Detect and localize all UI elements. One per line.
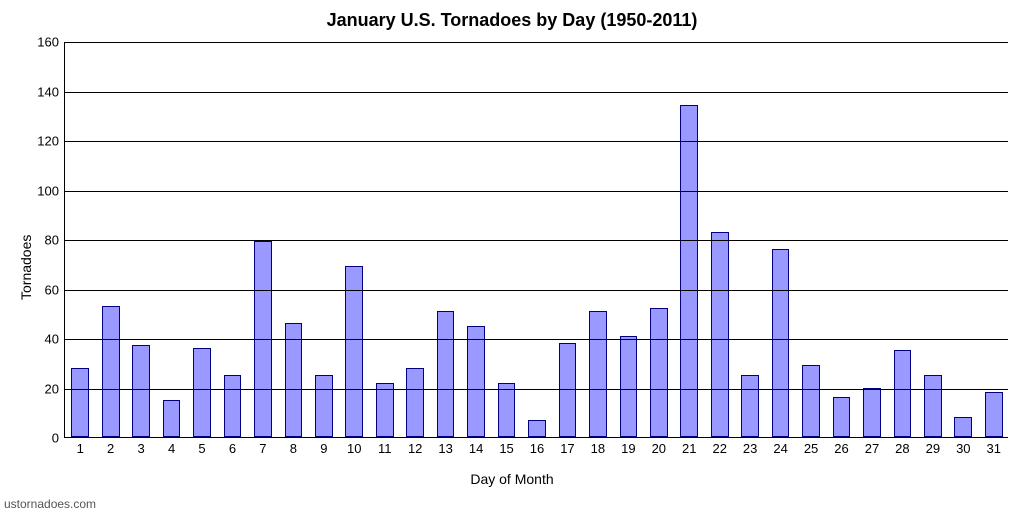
bar [863,388,881,438]
y-tick-label: 20 [45,381,59,396]
x-tick-label: 21 [682,441,696,456]
bar [620,336,638,437]
bar [894,350,912,437]
y-tick-label: 120 [37,134,59,149]
x-tick-label: 16 [530,441,544,456]
bar [406,368,424,437]
x-tick-label: 30 [956,441,970,456]
x-tick-label: 13 [438,441,452,456]
x-tick-label: 15 [499,441,513,456]
x-tick-label: 3 [138,441,145,456]
gridline [65,141,1008,142]
bar [924,375,942,437]
chart-title: January U.S. Tornadoes by Day (1950-2011… [0,10,1024,31]
bar [102,306,120,437]
y-tick-label: 100 [37,183,59,198]
x-tick-label: 5 [198,441,205,456]
chart-container: January U.S. Tornadoes by Day (1950-2011… [0,0,1024,515]
bar [193,348,211,437]
x-tick-label: 4 [168,441,175,456]
x-tick-label: 1 [77,441,84,456]
bar [285,323,303,437]
gridline [65,290,1008,291]
bar [985,392,1003,437]
bar [528,420,546,437]
x-tick-label: 10 [347,441,361,456]
bar [71,368,89,437]
x-tick-label: 24 [773,441,787,456]
x-tick-label: 20 [652,441,666,456]
x-tick-label: 14 [469,441,483,456]
bar [437,311,455,437]
x-tick-label: 9 [320,441,327,456]
gridline [65,42,1008,43]
bar [163,400,181,437]
x-tick-label: 17 [560,441,574,456]
bar [954,417,972,437]
source-text: ustornadoes.com [4,497,96,511]
bar [345,266,363,437]
gridline [65,191,1008,192]
bar [467,326,485,437]
bar [802,365,820,437]
bar [498,383,516,437]
bar [315,375,333,437]
bar [711,232,729,437]
y-tick-label: 40 [45,332,59,347]
x-axis-title: Day of Month [0,471,1024,487]
x-tick-label: 12 [408,441,422,456]
x-tick-label: 2 [107,441,114,456]
x-tick-label: 22 [712,441,726,456]
gridline [65,389,1008,390]
x-tick-label: 11 [378,441,392,456]
bar [833,397,851,437]
bar [132,345,150,437]
x-tick-label: 19 [621,441,635,456]
gridline [65,240,1008,241]
x-tick-label: 18 [591,441,605,456]
x-tick-label: 26 [834,441,848,456]
x-tick-label: 27 [865,441,879,456]
bar [741,375,759,437]
y-tick-label: 80 [45,233,59,248]
gridline [65,339,1008,340]
bar [680,105,698,437]
y-axis-title: Tornadoes [18,235,34,300]
bar [224,375,242,437]
gridline [65,92,1008,93]
x-tick-label: 7 [259,441,266,456]
x-tick-label: 28 [895,441,909,456]
bar [559,343,577,437]
x-tick-label: 31 [987,441,1001,456]
bar [772,249,790,437]
x-tick-label: 23 [743,441,757,456]
x-tick-label: 6 [229,441,236,456]
bar [589,311,607,437]
x-tick-label: 29 [926,441,940,456]
y-tick-label: 160 [37,35,59,50]
plot-area: 0204060801001201401601234567891011121314… [64,42,1008,438]
x-tick-label: 25 [804,441,818,456]
y-tick-label: 140 [37,84,59,99]
bar [650,308,668,437]
y-tick-label: 60 [45,282,59,297]
bar [376,383,394,437]
y-tick-label: 0 [52,431,59,446]
x-tick-label: 8 [290,441,297,456]
